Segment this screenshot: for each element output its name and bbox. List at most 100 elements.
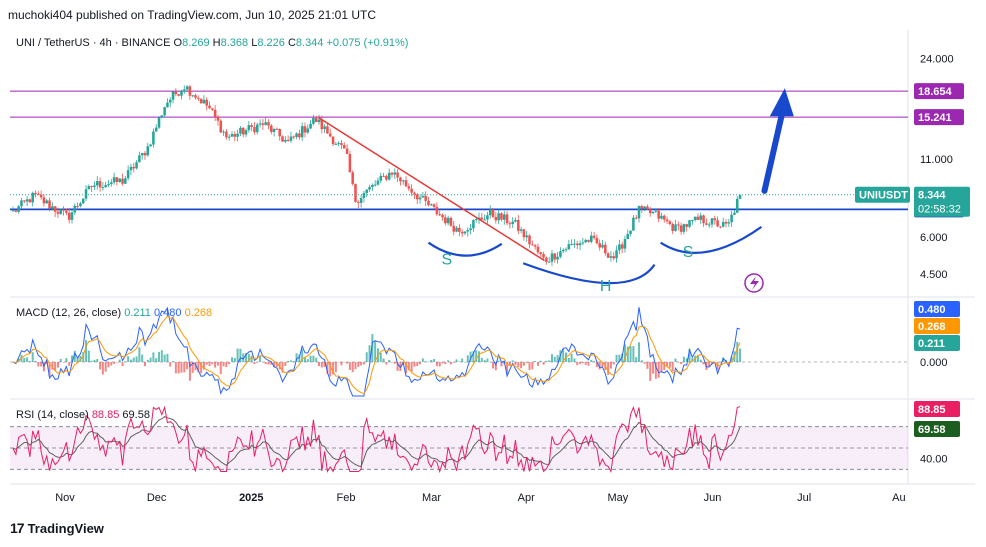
pattern-label-s: S	[683, 244, 694, 261]
macd-histogram-bar	[682, 356, 685, 362]
macd-histogram-bar	[528, 362, 531, 371]
macd-histogram-bar	[595, 362, 598, 367]
macd-histogram-bar	[374, 341, 377, 362]
candle-body	[56, 211, 60, 214]
candle-body	[385, 176, 388, 180]
candle-body	[452, 225, 456, 232]
macd-histogram-bar	[463, 361, 466, 363]
candle-body	[646, 206, 649, 210]
macd-histogram-bar	[416, 362, 419, 366]
candle-body	[618, 244, 621, 251]
level-tag-label: 15.241	[918, 112, 952, 124]
candle-body	[508, 223, 512, 225]
candle-body	[31, 192, 34, 203]
macd-histogram-bar	[730, 356, 733, 362]
candle-body	[28, 199, 32, 203]
rsi-axis-tick: 40.00	[920, 454, 948, 466]
candle-body	[67, 212, 71, 220]
price-axis-tick: 24.000	[920, 54, 954, 66]
candle-body	[629, 230, 632, 234]
candle-body	[632, 217, 635, 231]
macd-histogram-bar	[110, 362, 113, 366]
candle-body	[241, 127, 245, 135]
macd-histogram-bar	[303, 357, 306, 362]
candle-body	[253, 127, 256, 133]
candle-body	[132, 166, 136, 169]
candle-body	[138, 155, 141, 163]
pattern-arc	[427, 241, 503, 257]
candle-body	[261, 123, 265, 125]
candle-body	[522, 229, 526, 238]
macd-histogram-bar	[51, 362, 54, 370]
macd-histogram-bar	[273, 362, 276, 368]
candle-body	[390, 172, 394, 175]
macd-histogram-bar	[121, 362, 124, 366]
candle-body	[393, 172, 397, 175]
candle-body	[371, 184, 374, 188]
candle-body	[244, 130, 248, 135]
macd-histogram-bar	[660, 362, 663, 373]
candle-body	[733, 212, 736, 215]
macd-histogram-bar	[601, 362, 604, 367]
macd-histogram-bar	[677, 362, 680, 363]
macd-histogram-bar	[500, 362, 503, 367]
pattern-label-h: H	[600, 278, 612, 295]
macd-histogram-bar	[548, 360, 551, 362]
macd-histogram-bar	[40, 362, 43, 367]
macd-histogram-bar	[357, 362, 360, 367]
candle-body	[230, 134, 234, 137]
candle-body	[432, 204, 436, 207]
candle-body	[174, 91, 178, 95]
rsi-value-tag	[914, 421, 960, 437]
macd-histogram-bar	[242, 353, 245, 362]
macd-histogram-bar	[247, 353, 250, 362]
candle-body	[213, 109, 217, 117]
macd-histogram-bar	[329, 362, 332, 377]
candle-body	[334, 143, 338, 145]
macd-histogram-bar	[34, 360, 37, 362]
x-axis-tick: Nov	[55, 492, 75, 504]
candle-body	[707, 224, 711, 226]
macd-histogram-bar	[113, 362, 116, 364]
macd-legend-part: MACD (12, 26, close)	[16, 307, 124, 319]
candle-body	[272, 128, 276, 132]
candle-body	[724, 221, 728, 224]
macd-histogram-bar	[172, 361, 175, 362]
candle-body	[438, 214, 441, 216]
macd-histogram-bar	[87, 350, 90, 362]
candle-body	[688, 220, 691, 227]
candle-body	[337, 143, 340, 145]
rsi-legend-part: 69.58	[122, 409, 150, 421]
macd-histogram-bar	[270, 362, 273, 365]
candle-body	[376, 180, 380, 185]
rsi-legend-part: RSI (14, close)	[16, 409, 92, 421]
macd-histogram-bar	[435, 362, 438, 367]
candle-body	[191, 95, 194, 97]
macd-histogram-bar	[438, 362, 441, 367]
macd-histogram-bar	[699, 359, 702, 362]
macd-histogram-bar	[536, 362, 539, 366]
ohlc-part: H	[213, 37, 221, 49]
macd-histogram-bar	[48, 362, 51, 377]
candle-body	[466, 229, 470, 232]
macd-histogram-bar	[214, 362, 217, 368]
x-axis-tick: Jul	[797, 492, 811, 504]
candle-body	[705, 223, 708, 225]
candle-body	[185, 86, 189, 90]
candle-body	[514, 220, 517, 222]
candle-body	[323, 126, 326, 130]
macd-histogram-bar	[362, 362, 365, 365]
candle-body	[536, 246, 540, 253]
candle-body	[20, 200, 23, 207]
candle-body	[48, 200, 51, 209]
candle-body	[331, 136, 335, 145]
tradingview-footer: 17 TradingView	[10, 520, 104, 536]
candle-body	[168, 99, 172, 103]
candle-body	[382, 175, 385, 177]
candle-body	[59, 209, 63, 214]
candle-body	[469, 228, 472, 230]
macd-histogram-bar	[424, 361, 427, 362]
candle-body	[233, 134, 237, 137]
macd-histogram-bar	[413, 362, 416, 367]
macd-histogram-bar	[219, 362, 222, 375]
